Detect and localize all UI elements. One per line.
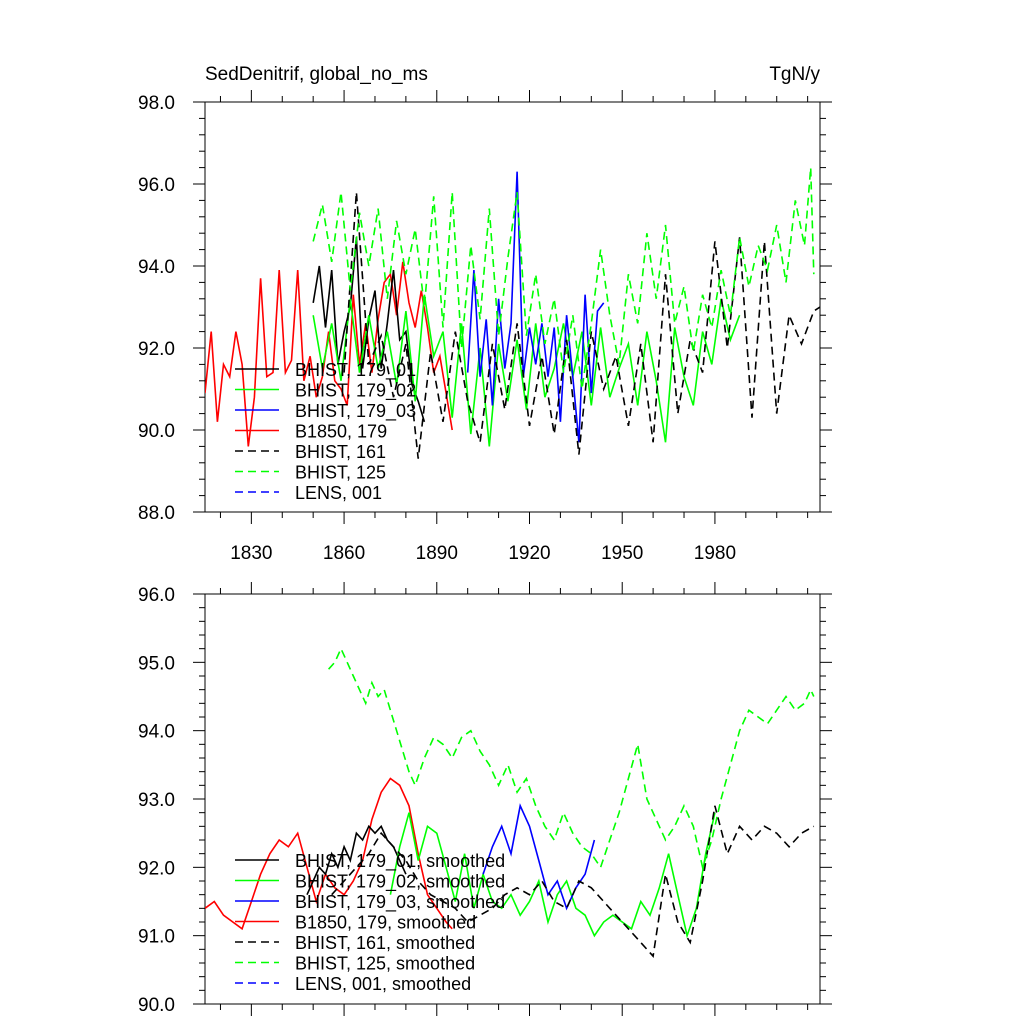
top-x-tick-label: 1980	[694, 543, 736, 564]
bottom-series-bhist-179-03-smoothed	[482, 803, 596, 911]
top-series-bhist-179-02	[312, 294, 741, 447]
top-legend-label: BHIST, 179_02	[295, 381, 416, 402]
bottom-series-bhist-179-02-smoothed	[389, 812, 716, 939]
top-legend-label: BHIST, 125	[295, 463, 386, 483]
top-x-tick-label: 1830	[230, 543, 272, 564]
bottom-y-tick-label: 91.0	[138, 927, 175, 948]
top-x-tick-label: 1860	[323, 543, 365, 564]
top-legend-label: BHIST, 179_03	[295, 401, 416, 422]
bottom-y-tick-label: 95.0	[138, 653, 175, 674]
top-series-b1850-179	[205, 261, 453, 447]
top-y-tick-label: 88.0	[138, 503, 175, 524]
bottom-legend-label: BHIST, 179_01, smoothed	[295, 851, 505, 872]
bottom-y-tick-label: 93.0	[138, 790, 175, 811]
bottom-y-tick-label: 94.0	[138, 722, 175, 743]
bottom-legend-label: LENS, 001, smoothed	[295, 974, 471, 994]
bottom-legend-label: BHIST, 161, smoothed	[295, 933, 475, 953]
top-units: TgN/y	[769, 64, 820, 85]
bottom-series-bhist-161-smoothed	[331, 805, 815, 958]
top-title: SedDenitrif, global_no_ms	[205, 64, 428, 85]
top-x-tick-label: 1950	[601, 543, 643, 564]
top-y-tick-label: 98.0	[138, 93, 175, 114]
bottom-legend-label: BHIST, 179_03, smoothed	[295, 892, 505, 913]
top-y-tick-label: 96.0	[138, 175, 175, 196]
top-y-tick-label: 90.0	[138, 421, 175, 442]
top-y-tick-label: 94.0	[138, 257, 175, 278]
top-legend-label: BHIST, 161	[295, 442, 386, 462]
top-series-bhist-161	[343, 192, 820, 459]
top-series-bhist-179-03	[466, 171, 605, 443]
top-legend-label: LENS, 001	[295, 483, 382, 503]
bottom-y-tick-label: 92.0	[138, 858, 175, 879]
bottom-series-b1850-179-smoothed	[205, 777, 453, 931]
top-x-tick-label: 1920	[508, 543, 550, 564]
bottom-y-tick-label: 90.0	[138, 995, 175, 1016]
bottom-panel: 90.0 91.0 92.0 93.0 94.0 95.0 96.0 BHIST, 179_0…	[138, 582, 832, 1016]
top-y-tick-label: 92.0	[138, 339, 175, 360]
top-legend-label: B1850, 179	[295, 422, 387, 442]
bottom-y-tick-label: 96.0	[138, 585, 175, 606]
bottom-legend-label: B1850, 179, smoothed	[295, 913, 476, 933]
top-legend-label: BHIST, 179_01	[295, 360, 416, 381]
bottom-legend-label: BHIST, 179_02, smoothed	[295, 872, 505, 893]
top-x-tick-label: 1890	[416, 543, 458, 564]
bottom-legend-label: BHIST, 125, smoothed	[295, 954, 475, 974]
top-panel: SedDenitrif, global_no_ms TgN/y 1830 1860…	[138, 64, 832, 564]
bottom-series-bhist-125-smoothed	[328, 646, 815, 871]
